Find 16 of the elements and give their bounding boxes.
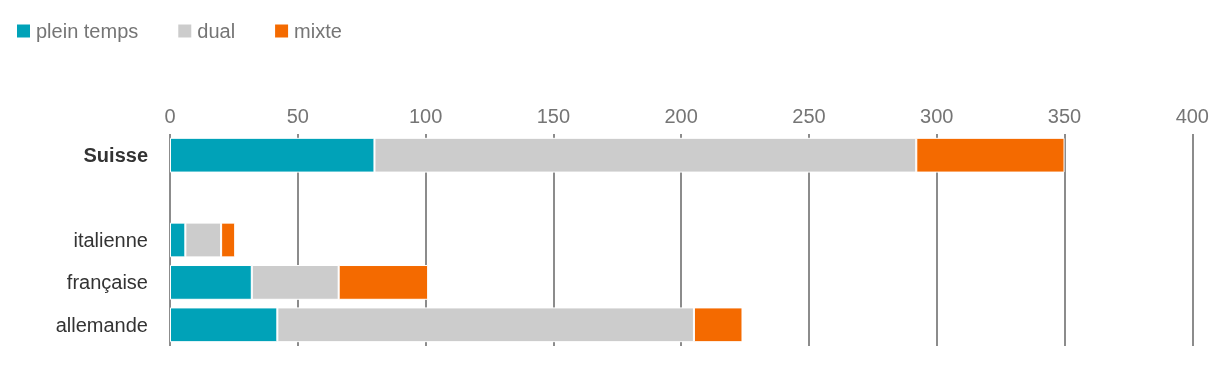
x-tick-label: 200 (664, 105, 698, 127)
y-tick-label: italienne (73, 229, 148, 251)
x-tick-label: 400 (1175, 105, 1209, 127)
x-tick-label: 350 (1047, 105, 1082, 127)
legend-label: plein temps (36, 20, 139, 42)
x-tick-label: 0 (164, 105, 176, 127)
y-tick-label: Suisse (83, 144, 148, 167)
legend-label: mixte (294, 20, 342, 42)
x-tick-label: 100 (408, 105, 443, 127)
x-tick-label: 300 (920, 105, 954, 127)
x-tick-label: 50 (286, 105, 309, 127)
x-tick-label: 150 (536, 105, 571, 127)
y-tick-label: allemande (55, 313, 148, 336)
y-tick-label: française (66, 271, 148, 294)
legend-label: dual (197, 20, 236, 42)
x-tick-label: 250 (792, 105, 826, 127)
